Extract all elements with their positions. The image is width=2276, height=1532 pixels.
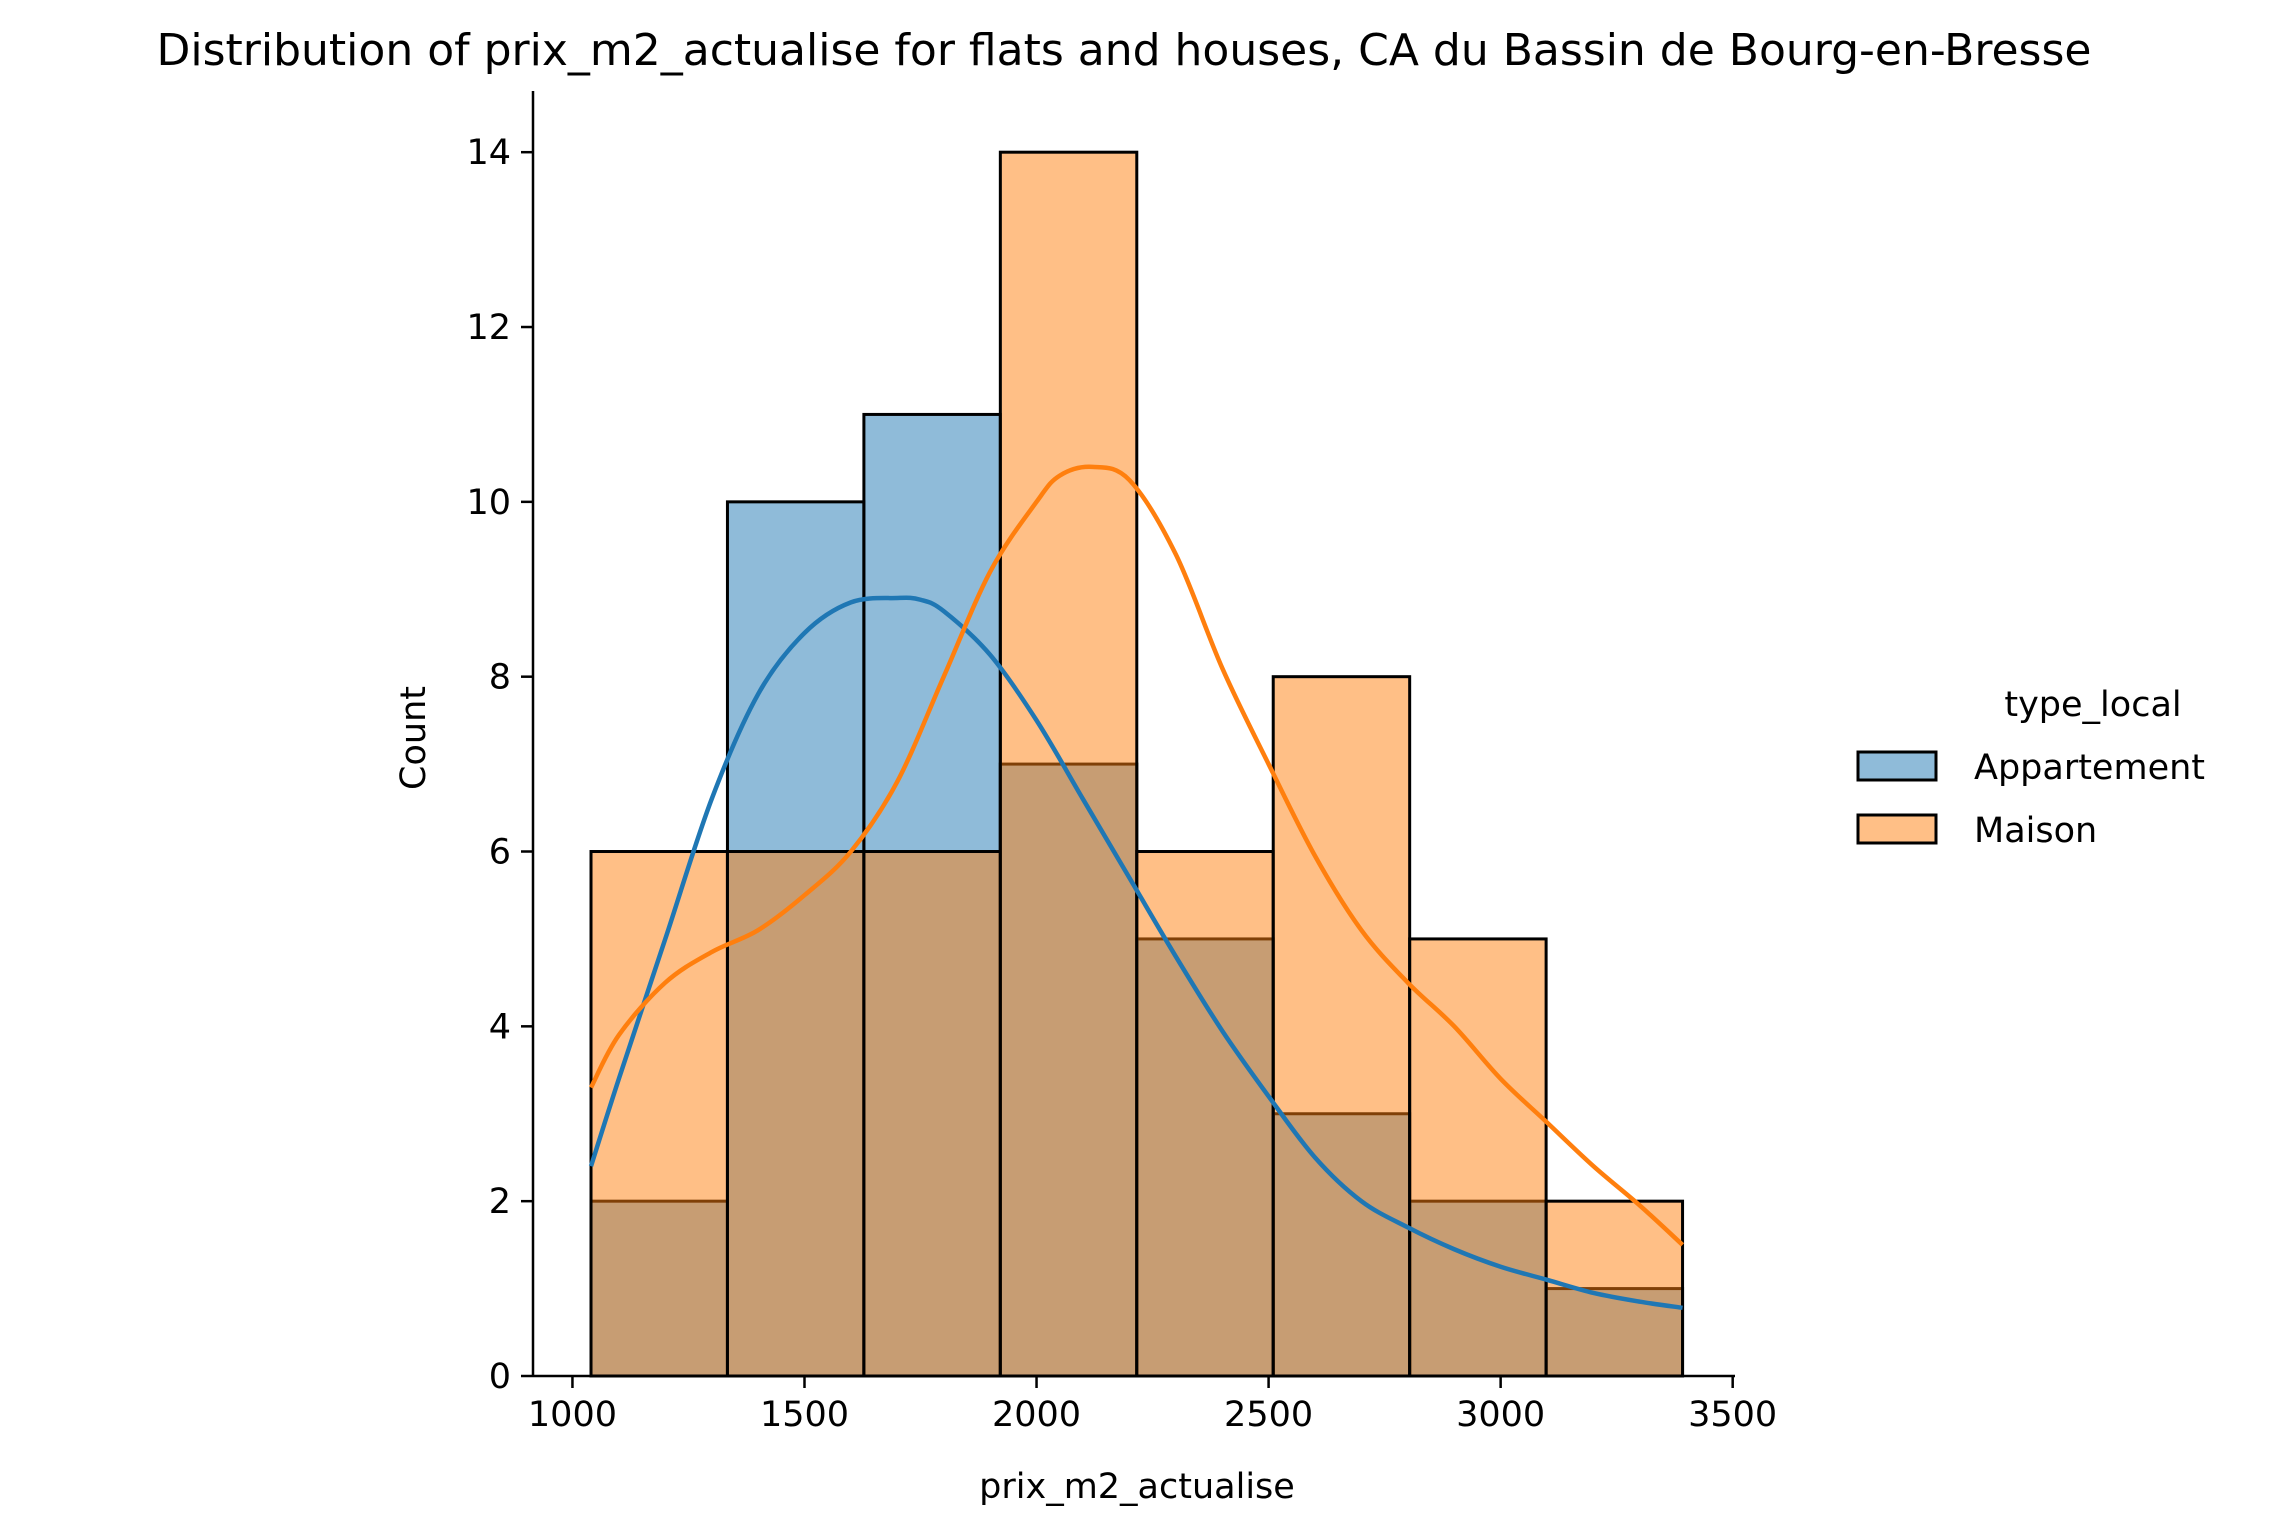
x-tick-label-1000: 1000 [528, 1395, 617, 1435]
legend-swatch-maison [1856, 813, 1938, 845]
y-tick-label-12: 12 [466, 308, 511, 348]
axes-layer: 1000 1500 2000 2500 3000 3500 0 2 4 6 8 10 12 14 [466, 91, 1777, 1435]
y-tick-label-8: 8 [489, 658, 511, 698]
legend-label-appartement: Appartement [1974, 748, 2205, 788]
legend: type_local Appartement Maison [1856, 685, 2205, 851]
bar-maison-4 [1135, 850, 1275, 1378]
bar-maison-0 [589, 850, 729, 1378]
x-tick-label-2000: 2000 [992, 1395, 1081, 1435]
x-tick-label-1500: 1500 [760, 1395, 849, 1435]
x-axis-label: prix_m2_actualise [979, 1467, 1295, 1507]
kde-line-maison [589, 464, 1685, 1247]
y-tick-label-10: 10 [466, 483, 511, 523]
bars-layer [589, 150, 1685, 1378]
y-axis-label: Count [394, 686, 434, 790]
x-tick-label-2500: 2500 [1224, 1395, 1313, 1435]
bar-maison-5 [1271, 675, 1412, 1378]
legend-swatch-appartement [1856, 750, 1938, 782]
chart-title: Distribution of prix_m2_actualise for fl… [157, 25, 2092, 76]
legend-label-maison: Maison [1974, 811, 2097, 851]
legend-items: Appartement Maison [1856, 748, 2205, 851]
bar-maison-1 [725, 850, 866, 1378]
kde-line-appartement [588, 595, 1683, 1311]
y-tick-label-14: 14 [466, 133, 511, 173]
y-tick-label-6: 6 [489, 833, 511, 873]
bar-maison-3 [998, 150, 1139, 1378]
kde-layer [588, 464, 1685, 1311]
y-tick-label-0: 0 [489, 1357, 511, 1397]
bar-maison-2 [862, 850, 1002, 1378]
x-tick-label-3500: 3500 [1688, 1395, 1777, 1435]
legend-title: type_local [2004, 685, 2181, 725]
x-tick-label-3000: 3000 [1456, 1395, 1545, 1435]
y-tick-label-2: 2 [489, 1182, 511, 1222]
y-tick-label-4: 4 [489, 1007, 511, 1047]
